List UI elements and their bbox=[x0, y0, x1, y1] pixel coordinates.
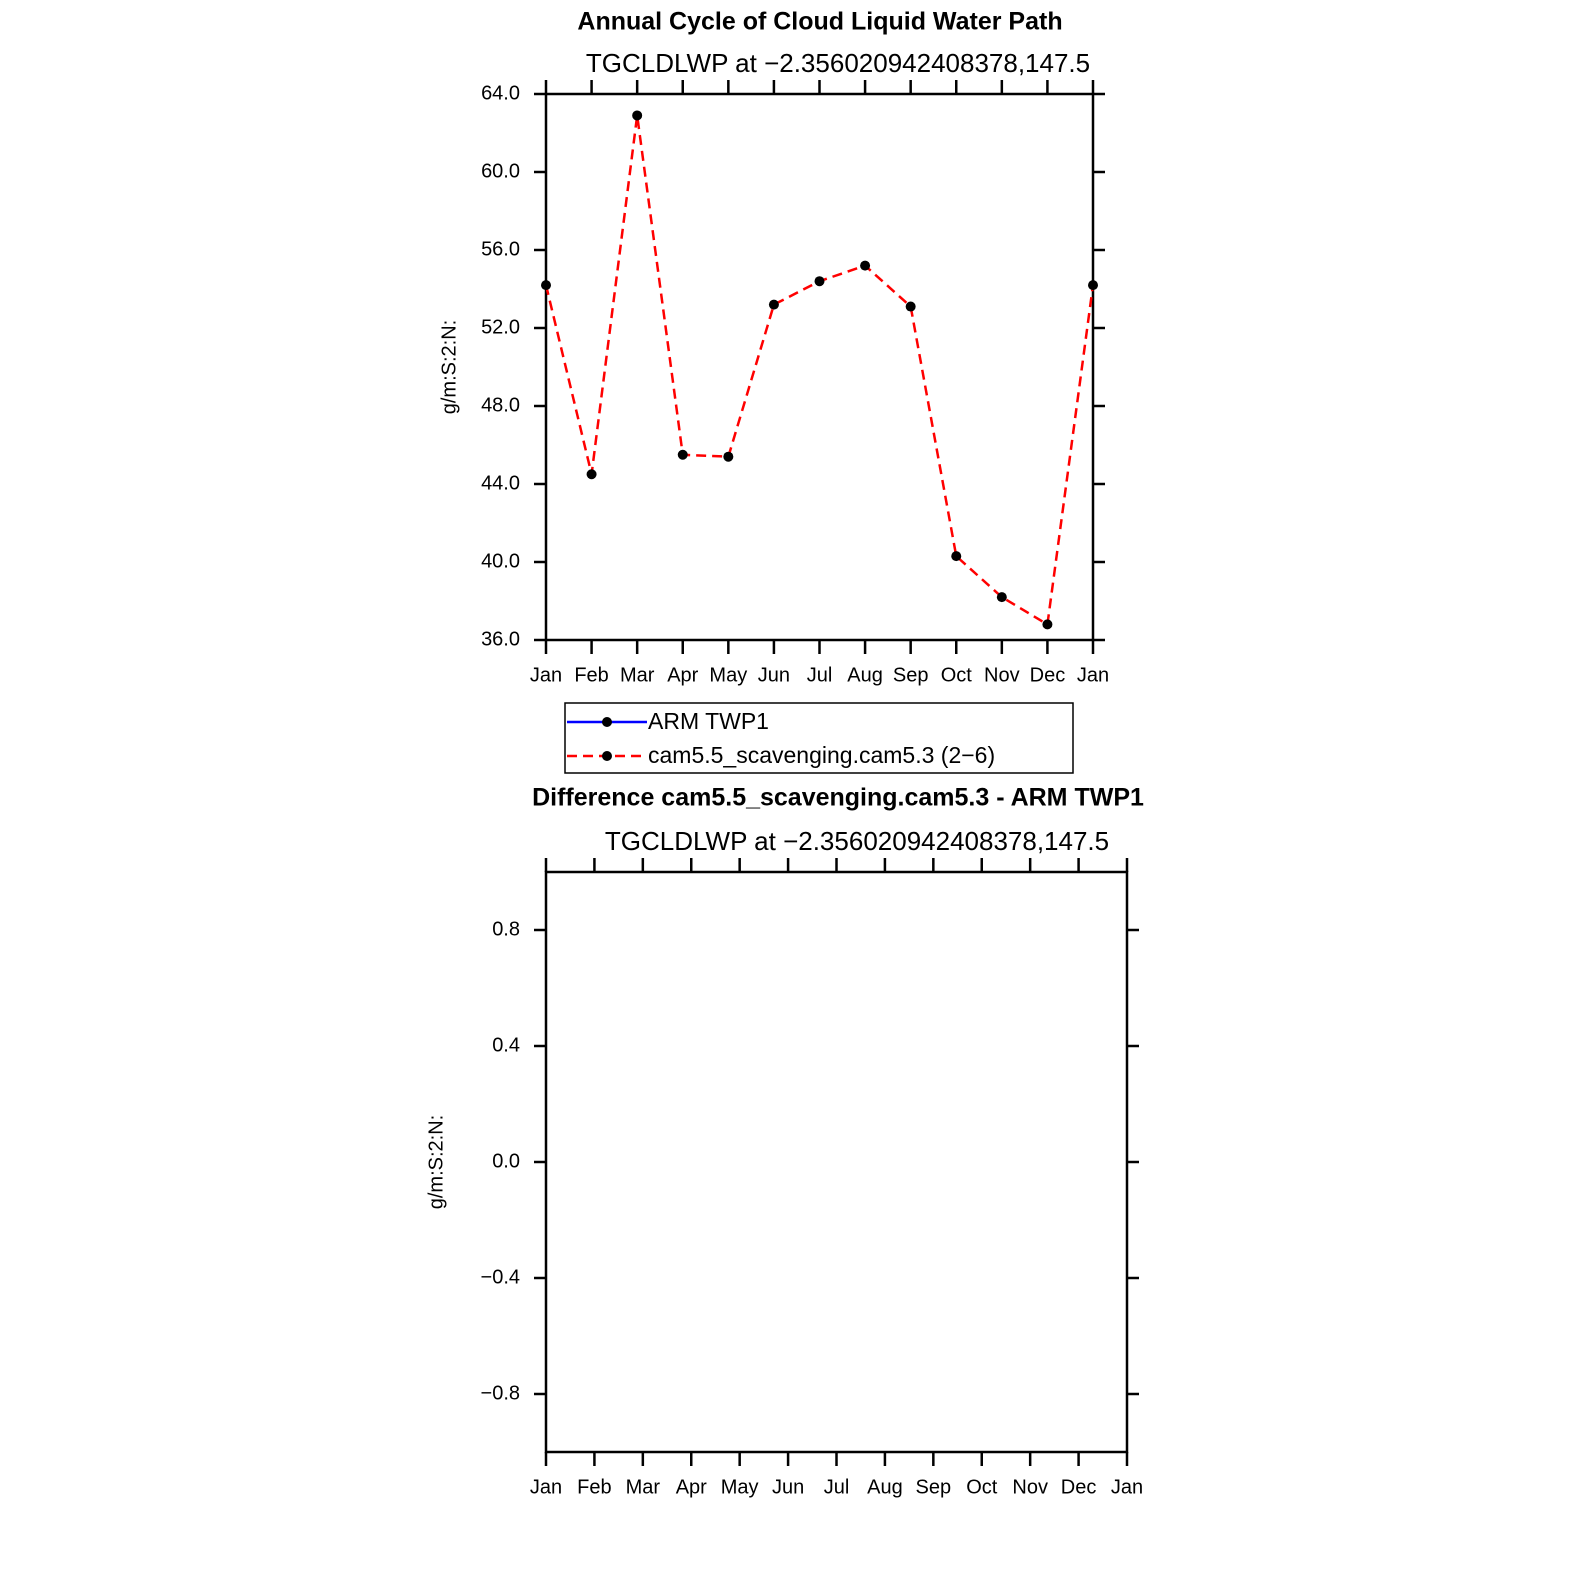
y-tick-label: 40.0 bbox=[481, 550, 520, 572]
data-point bbox=[723, 451, 734, 462]
x-tick-label: Sep bbox=[893, 664, 929, 686]
x-tick-label: Sep bbox=[916, 1476, 952, 1498]
chart-title: Difference cam5.5_scavenging.cam5.3 - AR… bbox=[532, 784, 1144, 812]
x-tick-label: Aug bbox=[867, 1476, 903, 1498]
y-tick-label: 64.0 bbox=[481, 82, 520, 104]
legend-label: cam5.5_scavenging.cam5.3 (2−6) bbox=[648, 742, 995, 768]
data-point bbox=[1042, 619, 1053, 630]
x-tick-label: Dec bbox=[1030, 664, 1066, 686]
data-point bbox=[632, 110, 643, 121]
x-tick-label: Jan bbox=[530, 664, 562, 686]
y-axis-label: g/m:S:2:N: bbox=[438, 320, 460, 414]
data-point bbox=[1088, 280, 1098, 291]
y-tick-label: 36.0 bbox=[481, 628, 520, 650]
y-tick-label: −0.8 bbox=[481, 1382, 520, 1404]
legend-marker bbox=[602, 717, 612, 727]
x-tick-label: Jan bbox=[530, 1476, 562, 1498]
chart-subtitle: TGCLDLWP at −2.356020942408378,147.5 bbox=[586, 48, 1090, 78]
x-tick-label: Dec bbox=[1061, 1476, 1097, 1498]
x-tick-label: Jul bbox=[807, 664, 833, 686]
x-tick-label: Nov bbox=[1012, 1476, 1048, 1498]
data-point bbox=[996, 592, 1007, 603]
y-tick-label: −0.4 bbox=[481, 1266, 520, 1288]
legend-marker bbox=[602, 751, 612, 761]
plot-frame bbox=[544, 92, 1095, 642]
data-point bbox=[905, 301, 916, 312]
chart-title: Annual Cycle of Cloud Liquid Water Path bbox=[577, 8, 1062, 36]
data-point bbox=[677, 449, 688, 460]
x-tick-label: Aug bbox=[847, 664, 883, 686]
x-tick-label: Apr bbox=[676, 1476, 707, 1498]
y-tick-label: 0.4 bbox=[492, 1034, 520, 1056]
plot-frame bbox=[544, 870, 1129, 1454]
x-tick-label: Jan bbox=[1111, 1476, 1143, 1498]
x-tick-label: Feb bbox=[577, 1476, 611, 1498]
data-point bbox=[951, 551, 962, 562]
x-tick-label: May bbox=[721, 1476, 759, 1498]
data-point bbox=[541, 280, 551, 291]
x-tick-label: Feb bbox=[574, 664, 608, 686]
y-tick-label: 60.0 bbox=[481, 160, 520, 182]
x-tick-label: Mar bbox=[626, 1476, 661, 1498]
data-point bbox=[860, 260, 871, 271]
y-tick-label: 52.0 bbox=[481, 316, 520, 338]
legend-box bbox=[564, 702, 1074, 774]
x-tick-label: Jun bbox=[772, 1476, 804, 1498]
y-axis-label: g/m:S:2:N: bbox=[425, 1115, 447, 1209]
y-tick-label: 48.0 bbox=[481, 394, 520, 416]
x-tick-label: Oct bbox=[941, 664, 973, 686]
x-tick-label: Oct bbox=[966, 1476, 998, 1498]
data-point bbox=[768, 299, 779, 310]
chart-subtitle: TGCLDLWP at −2.356020942408378,147.5 bbox=[605, 826, 1109, 856]
data-point bbox=[814, 276, 825, 287]
data-point bbox=[586, 469, 597, 480]
legend-label: ARM TWP1 bbox=[648, 708, 769, 734]
y-tick-label: 44.0 bbox=[481, 472, 520, 494]
x-tick-label: May bbox=[709, 664, 747, 686]
x-tick-label: Jan bbox=[1077, 664, 1109, 686]
x-tick-label: Mar bbox=[620, 664, 655, 686]
x-tick-label: Apr bbox=[667, 664, 698, 686]
x-tick-label: Jul bbox=[824, 1476, 850, 1498]
data-line bbox=[544, 115, 1095, 627]
x-tick-label: Jun bbox=[758, 664, 790, 686]
y-tick-label: 56.0 bbox=[481, 238, 520, 260]
y-tick-label: 0.0 bbox=[492, 1150, 520, 1172]
y-tick-label: 0.8 bbox=[492, 918, 520, 940]
x-tick-label: Nov bbox=[984, 664, 1020, 686]
